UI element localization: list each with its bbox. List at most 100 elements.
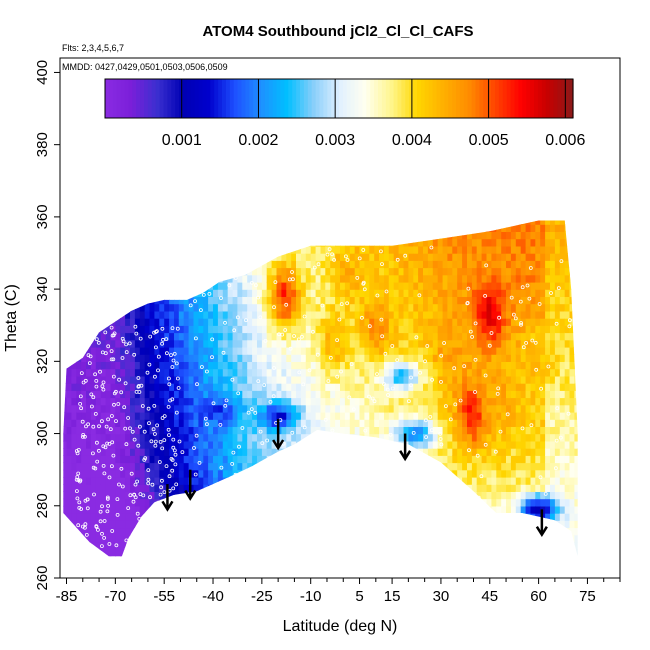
- heat-cell: [188, 325, 195, 334]
- heat-cell: [198, 469, 204, 478]
- heat-cell: [320, 462, 327, 471]
- heat-cell: [467, 556, 473, 564]
- heat-cell: [300, 527, 307, 536]
- heat-cell: [501, 224, 507, 232]
- heat-cell: [520, 318, 527, 326]
- heat-cell: [120, 462, 126, 471]
- heat-cell: [178, 469, 185, 478]
- heat-cell: [398, 404, 405, 413]
- heat-cell: [452, 238, 458, 247]
- heat-cell: [63, 527, 68, 536]
- heat-cell: [330, 484, 336, 492]
- heat-cell: [237, 419, 243, 427]
- heat-cell: [100, 310, 107, 319]
- heat-cell: [286, 440, 292, 449]
- heat-cell: [242, 296, 248, 305]
- heat-cell: [86, 513, 92, 521]
- heat-cell: [198, 274, 204, 283]
- heat-cell: [154, 253, 160, 261]
- heat-cell: [144, 440, 151, 449]
- heat-cell: [134, 267, 141, 276]
- heat-cell: [442, 224, 449, 232]
- heat-cell: [281, 419, 287, 427]
- heat-cell: [237, 245, 243, 254]
- heat-cell: [540, 260, 546, 269]
- heat-cell: [86, 289, 92, 297]
- heat-cell: [310, 491, 317, 500]
- heat-cell: [515, 390, 522, 399]
- heat-cell: [66, 310, 73, 319]
- heat-cell: [213, 253, 219, 261]
- heat-cell: [437, 404, 444, 413]
- heat-cell: [159, 332, 165, 341]
- heat-cell: [364, 289, 370, 297]
- heat-cell: [217, 491, 224, 500]
- heat-cell: [506, 289, 512, 297]
- heat-cell: [213, 289, 219, 297]
- heat-cell: [501, 484, 507, 492]
- heat-cell: [418, 440, 424, 449]
- heat-cell: [530, 325, 537, 334]
- heat-cell: [349, 520, 356, 529]
- heat-cell: [183, 462, 190, 471]
- heat-cell: [384, 549, 390, 557]
- heat-cell: [247, 476, 253, 485]
- heat-cell: [276, 505, 283, 514]
- heat-cell: [384, 397, 390, 406]
- heat-cell: [359, 549, 366, 557]
- heat-cell: [169, 210, 175, 218]
- heat-cell: [110, 375, 117, 384]
- heat-cell: [183, 549, 190, 557]
- heat-cell: [90, 484, 97, 492]
- heat-cell: [447, 564, 453, 572]
- heat-cell: [427, 404, 434, 413]
- heat-cell: [188, 498, 195, 507]
- heat-cell: [359, 462, 366, 471]
- heat-cell: [159, 253, 165, 261]
- heat-cell: [100, 469, 107, 478]
- heat-cell: [452, 390, 458, 399]
- heat-cell: [222, 354, 229, 362]
- heat-cell: [169, 310, 175, 319]
- heat-cell: [359, 339, 366, 348]
- heat-cell: [174, 484, 180, 492]
- heat-cell: [325, 253, 331, 261]
- heat-cell: [95, 534, 102, 543]
- heat-cell: [354, 469, 361, 478]
- heat-cell: [374, 361, 380, 370]
- heat-cell: [388, 411, 395, 420]
- heat-cell: [515, 491, 522, 500]
- heat-cell: [95, 281, 102, 290]
- heat-cell: [227, 484, 234, 492]
- heat-cell: [335, 296, 341, 305]
- heat-cell: [418, 469, 424, 478]
- heat-cell: [159, 346, 165, 355]
- heat-cell: [481, 448, 488, 456]
- heat-cell: [188, 354, 195, 362]
- heat-cell: [291, 220, 297, 225]
- heat-cell: [217, 397, 224, 406]
- heat-cell: [506, 534, 512, 543]
- heat-cell: [227, 289, 234, 297]
- heat-cell: [535, 260, 541, 269]
- heat-cell: [66, 267, 73, 276]
- heat-cell: [203, 476, 209, 485]
- heat-cell: [467, 397, 473, 406]
- heat-cell: [174, 556, 180, 564]
- heat-cell: [105, 541, 112, 550]
- heat-cell: [457, 476, 463, 485]
- heat-cell: [134, 505, 141, 514]
- heat-cell: [340, 368, 346, 377]
- heat-cell: [164, 318, 170, 326]
- heat-cell: [188, 375, 195, 384]
- heat-cell: [491, 325, 497, 334]
- heat-cell: [506, 267, 512, 276]
- heat-cell: [115, 491, 121, 500]
- heat-cell: [413, 346, 419, 355]
- heat-cell: [257, 455, 263, 464]
- heat-cell: [486, 440, 493, 449]
- heat-cell: [501, 339, 507, 348]
- heat-cell: [330, 220, 336, 225]
- heat-cell: [432, 505, 439, 514]
- heat-cell: [388, 404, 395, 413]
